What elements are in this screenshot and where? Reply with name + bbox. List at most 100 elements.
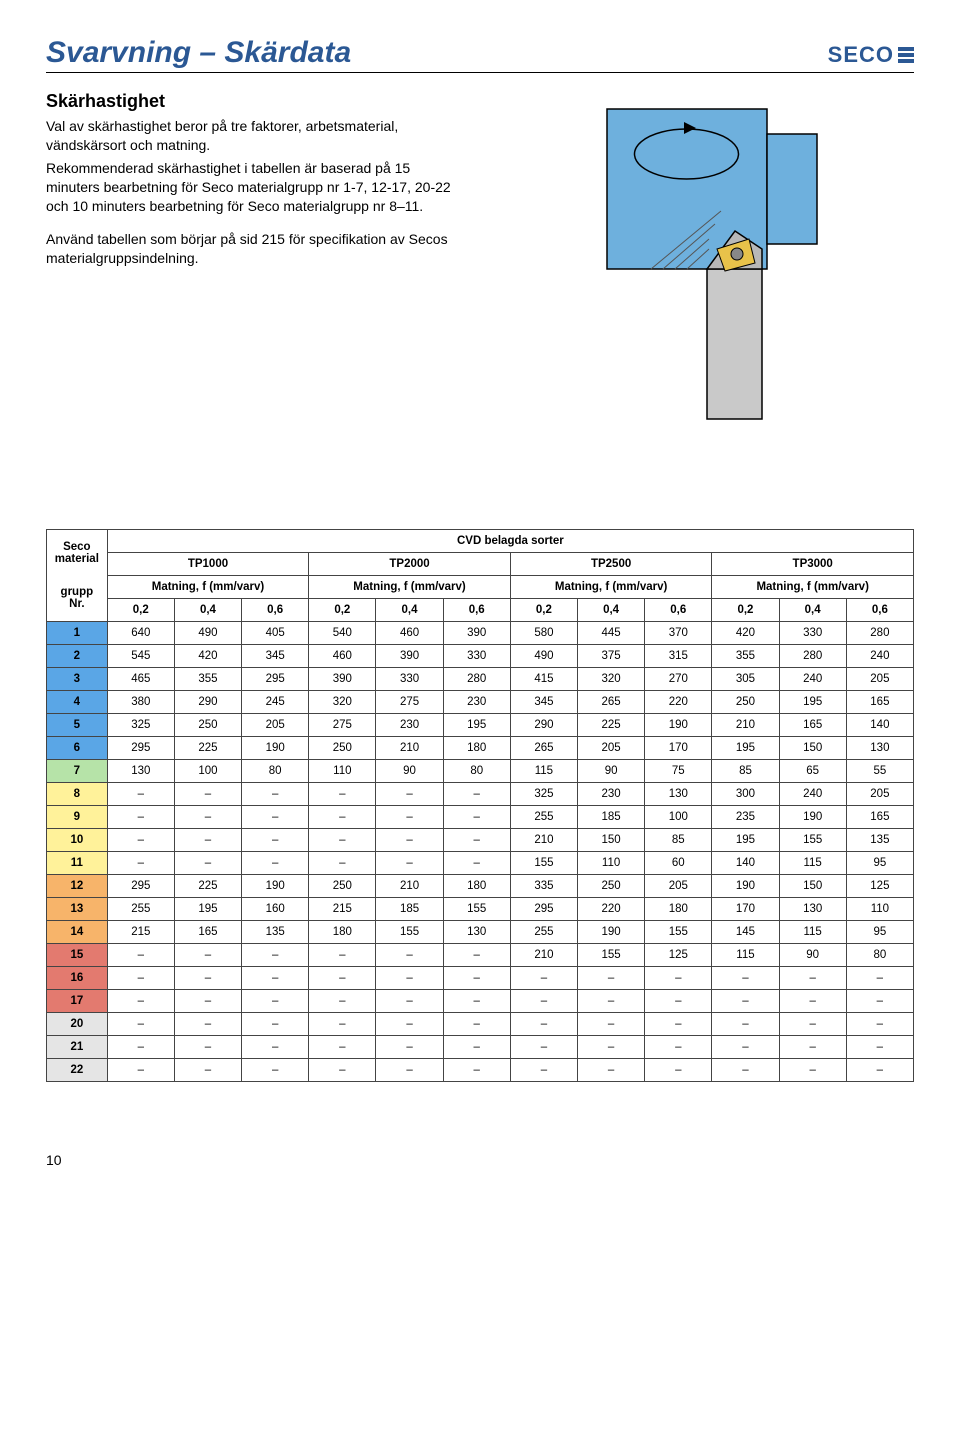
data-cell: 95 — [846, 921, 913, 944]
feed-value-header: 0,6 — [645, 599, 712, 622]
data-cell: – — [107, 1036, 174, 1059]
data-cell: 405 — [242, 622, 309, 645]
data-cell: 265 — [578, 691, 645, 714]
data-cell: 375 — [578, 645, 645, 668]
data-cell: – — [309, 990, 376, 1013]
table-row: 22–––––––––––– — [47, 1059, 914, 1082]
data-cell: 390 — [443, 622, 510, 645]
page-title: Svarvning – Skärdata — [46, 36, 351, 70]
data-cell: 155 — [510, 852, 577, 875]
data-cell: – — [712, 1036, 779, 1059]
data-cell: 190 — [578, 921, 645, 944]
data-cell: – — [309, 806, 376, 829]
data-cell: 220 — [578, 898, 645, 921]
grade-header: TP3000 — [712, 553, 914, 576]
data-cell: 295 — [510, 898, 577, 921]
data-cell: 130 — [846, 737, 913, 760]
data-cell: 195 — [443, 714, 510, 737]
data-cell: – — [578, 1013, 645, 1036]
data-cell: 80 — [242, 760, 309, 783]
data-cell: 230 — [578, 783, 645, 806]
row-id-cell: 20 — [47, 1013, 108, 1036]
data-cell: 140 — [846, 714, 913, 737]
row-id-cell: 17 — [47, 990, 108, 1013]
table-head: Seco material CVD belagda sorter TP1000T… — [47, 530, 914, 622]
table-row: 4380290245320275230345265220250195165 — [47, 691, 914, 714]
data-cell: 540 — [309, 622, 376, 645]
data-cell: 160 — [242, 898, 309, 921]
data-cell: 130 — [645, 783, 712, 806]
table-row: 20–––––––––––– — [47, 1013, 914, 1036]
feed-value-header: 0,4 — [578, 599, 645, 622]
data-cell: 90 — [578, 760, 645, 783]
logo-text: SECO — [828, 42, 894, 68]
data-cell: 170 — [645, 737, 712, 760]
data-cell: 130 — [443, 921, 510, 944]
data-cell: – — [645, 990, 712, 1013]
data-cell: 130 — [779, 898, 846, 921]
data-cell: 115 — [779, 921, 846, 944]
data-cell: 275 — [376, 691, 443, 714]
row-id-cell: 5 — [47, 714, 108, 737]
left-header-cell: Seco material — [47, 530, 108, 576]
data-cell: 135 — [846, 829, 913, 852]
text-column: Skärhastighet Val av skärhastighet beror… — [46, 79, 460, 439]
data-cell: – — [376, 806, 443, 829]
data-cell: 190 — [779, 806, 846, 829]
data-cell: – — [645, 967, 712, 990]
paragraph-3: Använd tabellen som börjar på sid 215 fö… — [46, 230, 460, 268]
table-row: 11––––––1551106014011595 — [47, 852, 914, 875]
data-cell: 445 — [578, 622, 645, 645]
data-cell: – — [376, 990, 443, 1013]
left-header-cell-2: grupp Nr. — [47, 576, 108, 622]
data-cell: – — [779, 1059, 846, 1082]
data-cell: 265 — [510, 737, 577, 760]
data-cell: – — [174, 852, 241, 875]
data-cell: 345 — [242, 645, 309, 668]
data-cell: 345 — [510, 691, 577, 714]
data-cell: 155 — [376, 921, 443, 944]
data-cell: – — [779, 990, 846, 1013]
data-cell: 100 — [645, 806, 712, 829]
data-cell: 215 — [309, 898, 376, 921]
data-cell: 115 — [712, 944, 779, 967]
data-cell: 110 — [578, 852, 645, 875]
data-cell: – — [443, 852, 510, 875]
row-id-cell: 9 — [47, 806, 108, 829]
data-cell: 100 — [174, 760, 241, 783]
table-row: 16–––––––––––– — [47, 967, 914, 990]
feed-header: Matning, f (mm/varv) — [510, 576, 712, 599]
data-cell: – — [309, 783, 376, 806]
data-cell: 490 — [174, 622, 241, 645]
data-cell: 195 — [779, 691, 846, 714]
data-cell: – — [376, 1013, 443, 1036]
data-cell: 60 — [645, 852, 712, 875]
data-cell: 215 — [107, 921, 174, 944]
data-cell: – — [309, 1059, 376, 1082]
data-cell: – — [376, 783, 443, 806]
data-cell: 290 — [510, 714, 577, 737]
data-cell: 75 — [645, 760, 712, 783]
data-cell: – — [107, 1059, 174, 1082]
data-cell: 190 — [645, 714, 712, 737]
row-id-cell: 3 — [47, 668, 108, 691]
row-id-cell: 6 — [47, 737, 108, 760]
data-cell: 210 — [712, 714, 779, 737]
data-cell: – — [309, 967, 376, 990]
data-cell: 85 — [712, 760, 779, 783]
paragraph-1: Val av skärhastighet beror på tre faktor… — [46, 117, 460, 155]
data-cell: – — [242, 783, 309, 806]
data-cell: 180 — [443, 737, 510, 760]
data-cell: 125 — [645, 944, 712, 967]
grade-header: TP1000 — [107, 553, 309, 576]
row-id-cell: 11 — [47, 852, 108, 875]
data-cell: 190 — [712, 875, 779, 898]
data-cell: – — [174, 783, 241, 806]
data-cell: 210 — [376, 737, 443, 760]
row-id-cell: 8 — [47, 783, 108, 806]
data-cell: 65 — [779, 760, 846, 783]
data-cell: – — [309, 1013, 376, 1036]
data-cell: – — [712, 990, 779, 1013]
table-row: 17–––––––––––– — [47, 990, 914, 1013]
data-cell: – — [242, 944, 309, 967]
